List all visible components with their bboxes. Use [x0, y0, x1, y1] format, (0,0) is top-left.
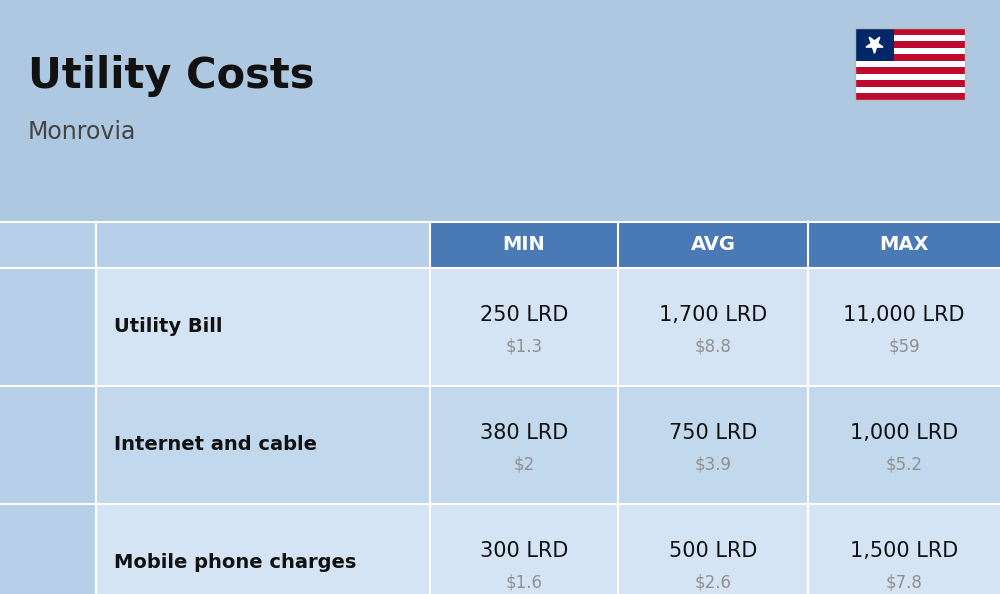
Bar — [855, 28, 965, 34]
Text: AVG: AVG — [690, 235, 736, 254]
Bar — [855, 28, 894, 61]
Bar — [0, 268, 1000, 386]
Bar — [855, 41, 965, 48]
Bar — [0, 386, 1000, 504]
Text: 380 LRD: 380 LRD — [480, 423, 568, 443]
Bar — [0, 222, 430, 268]
Bar — [618, 222, 808, 268]
Text: 1,700 LRD: 1,700 LRD — [659, 305, 767, 325]
Text: $59: $59 — [888, 338, 920, 356]
Bar — [0, 268, 96, 386]
Text: $1.6: $1.6 — [506, 574, 542, 592]
Text: Utility Bill: Utility Bill — [114, 317, 222, 336]
Polygon shape — [866, 37, 883, 53]
Bar — [808, 222, 1000, 268]
Text: Monrovia: Monrovia — [28, 120, 136, 144]
Bar — [855, 74, 965, 80]
Text: 750 LRD: 750 LRD — [669, 423, 757, 443]
Text: MAX: MAX — [879, 235, 929, 254]
Text: $2: $2 — [513, 456, 535, 474]
Bar — [855, 34, 965, 41]
Text: Utility Costs: Utility Costs — [28, 55, 314, 97]
Text: Internet and cable: Internet and cable — [114, 434, 317, 453]
Text: $1.3: $1.3 — [505, 338, 543, 356]
Bar — [0, 386, 96, 504]
Text: 11,000 LRD: 11,000 LRD — [843, 305, 965, 325]
Bar — [855, 67, 965, 74]
Bar — [0, 504, 96, 594]
Bar — [430, 222, 618, 268]
Text: 1,500 LRD: 1,500 LRD — [850, 541, 958, 561]
Text: $8.8: $8.8 — [695, 338, 731, 356]
Text: $5.2: $5.2 — [886, 456, 922, 474]
Bar — [855, 28, 965, 100]
Text: MIN: MIN — [503, 235, 545, 254]
Text: Mobile phone charges: Mobile phone charges — [114, 552, 356, 571]
Text: $3.9: $3.9 — [694, 456, 732, 474]
Text: 250 LRD: 250 LRD — [480, 305, 568, 325]
Bar — [855, 54, 965, 61]
Bar — [855, 93, 965, 100]
Bar — [0, 504, 1000, 594]
Text: $2.6: $2.6 — [694, 574, 732, 592]
Bar — [855, 87, 965, 93]
Text: 300 LRD: 300 LRD — [480, 541, 568, 561]
Text: $7.8: $7.8 — [886, 574, 922, 592]
Bar — [855, 48, 965, 54]
Text: 1,000 LRD: 1,000 LRD — [850, 423, 958, 443]
Bar — [855, 61, 965, 67]
Text: 500 LRD: 500 LRD — [669, 541, 757, 561]
Bar — [855, 80, 965, 87]
